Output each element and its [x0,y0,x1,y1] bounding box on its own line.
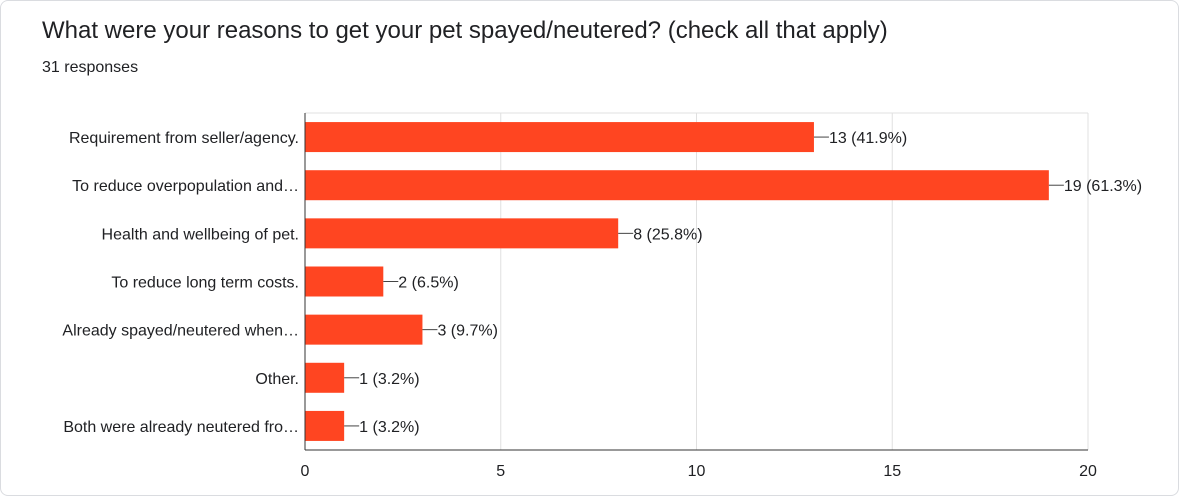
data-label: 2 (6.5%) [398,275,458,292]
category-label: Both were already neutered fro… [63,419,299,436]
data-label: 1 (3.2%) [359,419,419,436]
x-tick-label: 15 [883,463,901,480]
data-label: 8 (25.8%) [633,226,702,243]
x-tick-label: 5 [496,463,505,480]
category-label: Health and wellbeing of pet. [102,226,299,243]
category-label: Requirement from seller/agency. [69,130,299,147]
x-tick-label: 0 [301,463,310,480]
category-label: To reduce overpopulation and… [72,178,299,195]
bar [305,410,345,441]
data-label: 3 (9.7%) [437,323,497,340]
bar [305,170,1049,201]
response-count: 31 responses [42,59,139,76]
category-label: To reduce long term costs. [111,275,299,292]
bar [305,266,384,297]
data-label: 13 (41.9%) [829,130,907,147]
data-label: 1 (3.2%) [359,371,419,388]
data-label: 19 (61.3%) [1064,178,1142,195]
category-label: Already spayed/neutered when… [62,323,299,340]
x-tick-label: 10 [688,463,706,480]
x-tick-label: 20 [1079,463,1097,480]
category-label: Other. [255,371,299,388]
bar [305,314,423,345]
question-title: What were your reasons to get your pet s… [42,17,888,44]
bar [305,122,814,153]
bar [305,362,345,393]
bar [305,218,619,249]
